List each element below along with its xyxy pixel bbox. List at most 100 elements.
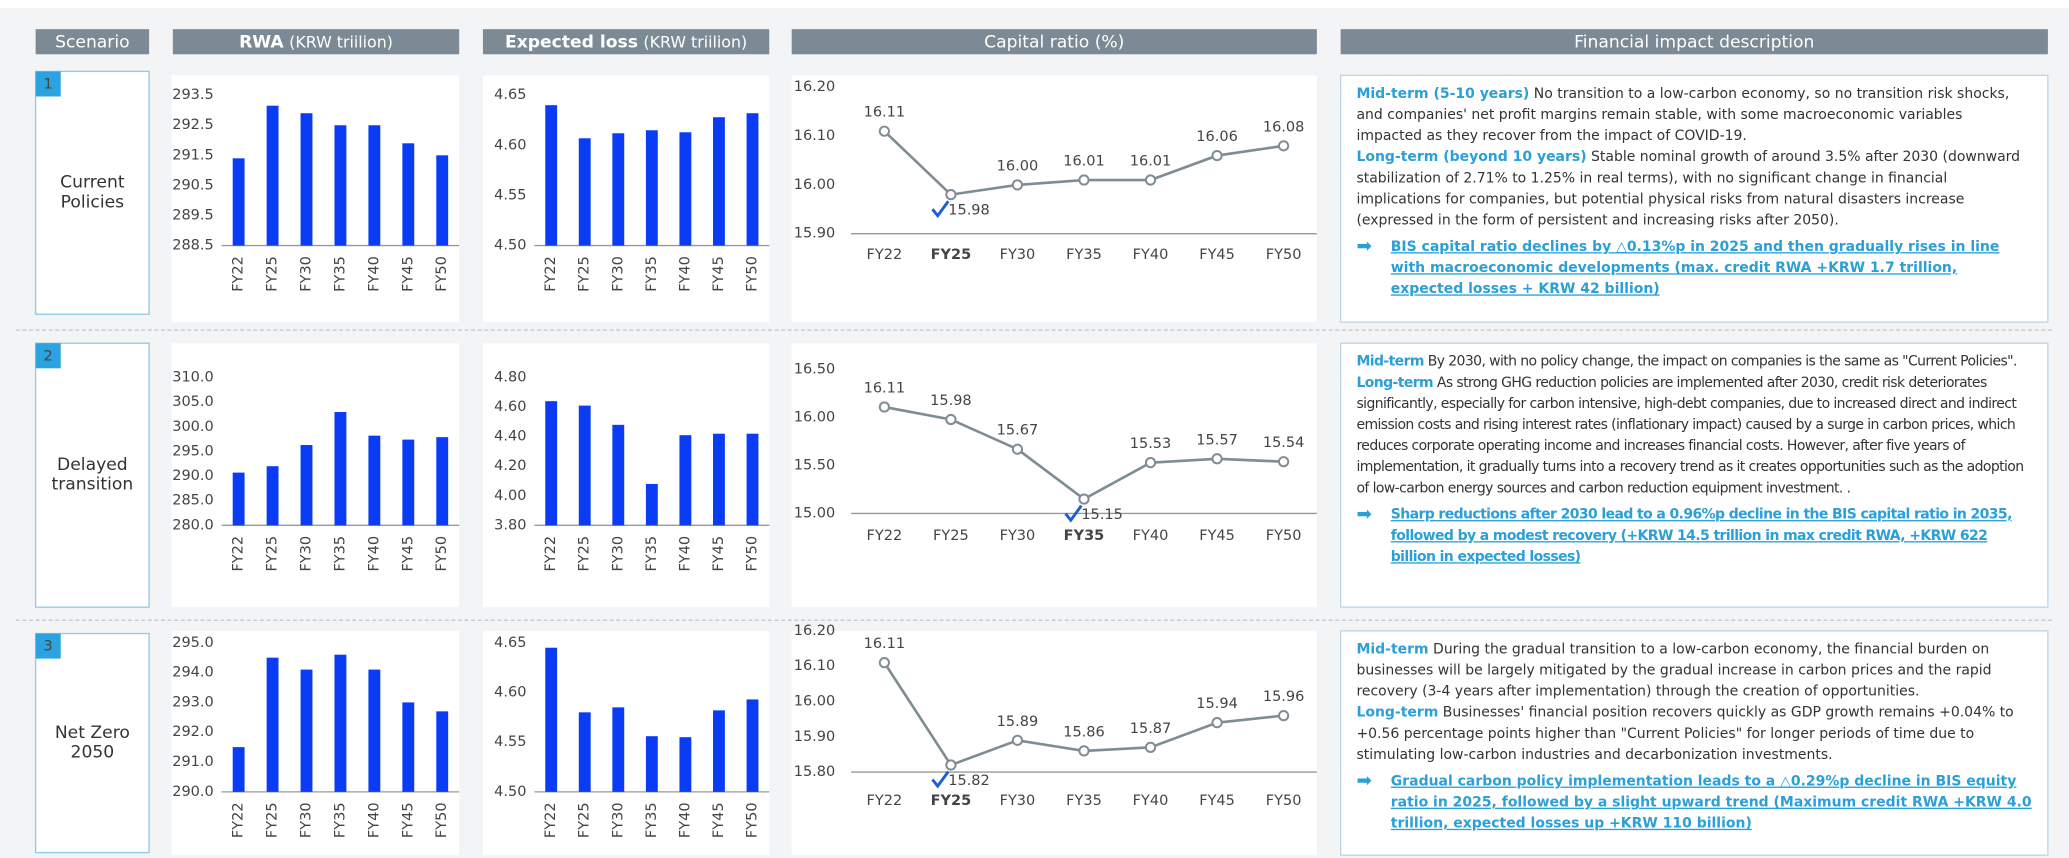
x-tick-label: FY35 — [1066, 793, 1102, 809]
header-name: RWA — [239, 32, 284, 52]
x-tick-label: FY35 — [1064, 528, 1105, 544]
x-tick-label: FY45 — [711, 536, 727, 572]
bar — [232, 158, 245, 246]
header-bar — [1340, 29, 2048, 55]
term-text: Businesses' financial position recovers … — [1356, 704, 2014, 763]
arrow-icon: ➡ — [1356, 770, 1372, 792]
y-tick-label: 4.00 — [494, 488, 526, 504]
x-tick-label: FY40 — [366, 802, 382, 838]
value-label: 16.11 — [864, 636, 906, 652]
x-tick-label: FY25 — [265, 256, 281, 292]
x-tick-label: FY30 — [299, 256, 315, 292]
x-tick-label: FY35 — [332, 802, 348, 838]
description-area: Mid-term (5-10 years) No transition to a… — [1356, 85, 2032, 299]
y-tick-label: 294.0 — [172, 665, 214, 681]
header-title: Scenario — [55, 32, 130, 52]
x-tick-label: FY35 — [332, 256, 348, 292]
scenario-name: Current Policies — [60, 173, 125, 213]
y-tick-label: 291.0 — [172, 754, 214, 770]
y-tick-label: 16.20 — [794, 623, 836, 639]
point — [1144, 741, 1157, 753]
x-tick-label: FY35 — [644, 256, 660, 292]
y-tick-label: 4.60 — [494, 399, 526, 415]
x-tick-label: FY22 — [231, 802, 247, 838]
value-label: 16.01 — [1130, 154, 1172, 170]
description-box — [1339, 342, 2049, 608]
header-title: Financial impact description — [1574, 32, 1814, 52]
x-tick-label: FY40 — [366, 256, 382, 292]
y-tick-label: 15.90 — [794, 226, 836, 242]
y-tick-label: 293.0 — [172, 694, 214, 710]
y-tick-label: 15.00 — [794, 505, 836, 521]
x-tick-label: FY45 — [711, 802, 727, 838]
description-box — [1339, 630, 2049, 856]
x-tick-label: FY50 — [745, 802, 761, 838]
value-label: 15.87 — [1130, 721, 1172, 737]
point — [878, 401, 890, 413]
y-tick-label: 4.20 — [494, 458, 526, 474]
x-tick-label: FY22 — [867, 528, 903, 544]
bar — [266, 105, 279, 246]
bar — [232, 747, 245, 792]
point — [1078, 745, 1090, 757]
header-unit: (KRW triilion) — [289, 32, 393, 51]
header-name: Scenario — [55, 32, 130, 52]
x-tick-label: FY40 — [1133, 247, 1169, 263]
check-icon — [1064, 504, 1083, 523]
y-tick-label: 295.0 — [172, 443, 214, 459]
point — [945, 189, 957, 201]
x-tick-label: FY25 — [577, 256, 593, 292]
bar — [266, 657, 279, 792]
y-tick-label: 288.5 — [172, 238, 214, 254]
scenario-box — [34, 632, 150, 854]
x-tick-label: FY35 — [644, 536, 660, 572]
y-tick-label: 300.0 — [172, 419, 214, 435]
description-area: Mid-term During the gradual transition t… — [1356, 641, 2031, 831]
x-tick-label: FY35 — [644, 802, 660, 838]
point — [1211, 453, 1223, 465]
description: Mid-term By 2030, with no policy change,… — [1341, 343, 2048, 607]
bar — [436, 711, 449, 792]
term-label: Mid-term — [1356, 353, 1424, 370]
y-tick-label: 16.00 — [794, 410, 836, 426]
header-unit: (KRW triilion) — [643, 32, 747, 51]
point — [1078, 493, 1090, 505]
value-label: 16.06 — [1196, 129, 1238, 145]
term-label: Mid-term — [1356, 641, 1429, 658]
header-title: Expected loss (KRW triilion) — [505, 32, 747, 52]
point — [945, 759, 957, 771]
x-tick-label: FY22 — [231, 536, 247, 572]
term-text: During the gradual transition to a low-c… — [1356, 641, 1992, 700]
arrow-icon: ➡ — [1356, 236, 1372, 258]
description-area: Mid-term By 2030, with no policy change,… — [1341, 343, 2048, 607]
term-label: Mid-term (5-10 years) — [1356, 85, 1530, 102]
point — [1144, 174, 1157, 186]
description-paragraph: Mid-term By 2030, with no policy change,… — [1356, 351, 2032, 372]
x-tick-label: FY25 — [931, 247, 972, 263]
x-tick-label: FY45 — [400, 536, 416, 572]
point — [1277, 140, 1290, 152]
conclusion-text: Sharp reductions after 2030 lead to a 0.… — [1390, 506, 2013, 565]
x-tick-label: FY22 — [867, 247, 903, 263]
scenario-box — [34, 70, 150, 315]
term-text: As strong GHG reduction policies are imp… — [1356, 374, 2024, 497]
value-label: 16.01 — [1063, 154, 1105, 170]
y-tick-label: 280.0 — [172, 517, 214, 533]
term-label: Long-term (beyond 10 years) — [1356, 149, 1587, 166]
x-tick-label: FY45 — [400, 802, 416, 838]
bar — [436, 437, 449, 526]
value-label: 15.98 — [930, 393, 972, 409]
y-tick-label: 16.00 — [794, 693, 836, 709]
x-tick-label: FY25 — [933, 528, 969, 544]
y-tick-label: 4.40 — [494, 429, 526, 445]
scenario-number: 2 — [44, 348, 53, 364]
x-tick-label: FY25 — [265, 536, 281, 572]
bar — [545, 647, 558, 792]
y-tick-label: 290.0 — [172, 784, 214, 800]
point — [945, 413, 957, 426]
x-tick-label: FY22 — [543, 802, 559, 838]
bar — [300, 445, 313, 526]
conclusion: ➡ BIS capital ratio declines by △0.13%p i… — [1356, 236, 2032, 299]
